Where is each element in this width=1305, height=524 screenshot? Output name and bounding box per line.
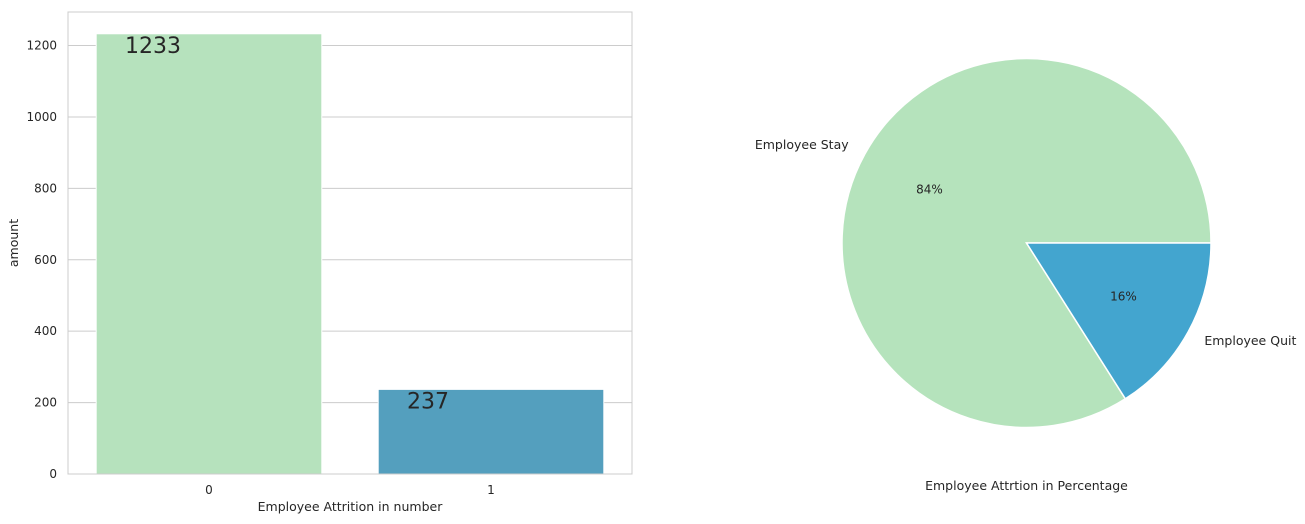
bar-x-axis-label: Employee Attrition in number xyxy=(258,499,444,514)
pie-percent-label: 16% xyxy=(1110,289,1137,303)
bar-y-tick-label: 200 xyxy=(34,396,57,410)
pie-slice-label: Employee Stay xyxy=(755,137,849,152)
pie-x-axis-label: Employee Attrtion in Percentage xyxy=(925,478,1128,493)
bar-0 xyxy=(95,33,323,475)
bar-x-tick-label: 0 xyxy=(205,483,213,497)
pie-labels: 84% Employee Stay 16% Employee Quit xyxy=(755,137,1297,348)
bar-value-label: 237 xyxy=(407,389,449,414)
pie-slices xyxy=(841,57,1212,429)
bar-y-tick-label: 0 xyxy=(49,467,57,481)
bar-y-tick-label: 1000 xyxy=(26,110,57,124)
bar-series xyxy=(95,33,605,475)
pie-chart: 84% Employee Stay 16% Employee Quit Employe… xyxy=(755,57,1297,493)
bar-y-tick-label: 600 xyxy=(34,253,57,267)
bar-plot-frame xyxy=(67,11,633,475)
bar-y-ticks: 0 200 400 600 800 1000 1200 xyxy=(26,39,57,481)
bar-y-axis-label: amount xyxy=(6,219,21,267)
pie-slice-label: Employee Quit xyxy=(1204,333,1296,348)
bar-y-tick-label: 800 xyxy=(34,181,57,195)
pie-percent-label: 84% xyxy=(916,183,943,197)
bar-value-labels: 1233 237 xyxy=(125,34,449,415)
pie-slice-employee-quit xyxy=(1025,242,1212,400)
bar-y-tick-label: 1200 xyxy=(26,39,57,53)
bar-value-label: 1233 xyxy=(125,34,181,59)
bar-x-tick-label: 1 xyxy=(487,483,495,497)
bar-y-tick-label: 400 xyxy=(34,324,57,338)
